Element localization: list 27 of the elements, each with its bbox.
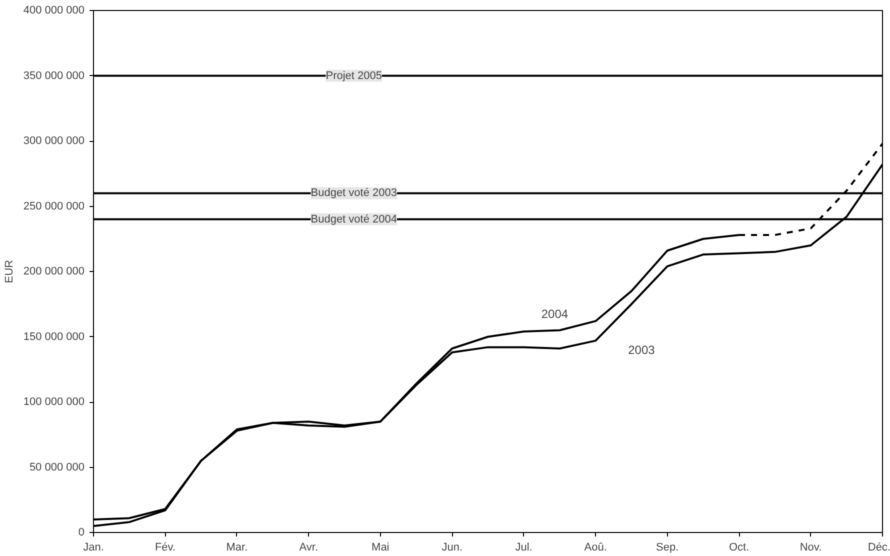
y-tick-label: 100 000 000 xyxy=(23,396,84,408)
y-axis-title: EUR xyxy=(3,260,16,284)
y-tick-label: 250 000 000 xyxy=(23,200,84,212)
x-tick-label: Mar. xyxy=(226,542,248,554)
y-tick-label: 50 000 000 xyxy=(29,461,85,474)
x-tick-label: Jun. xyxy=(442,542,463,554)
y-tick-label: 200 000 000 xyxy=(23,266,84,278)
x-tick-label: Nov. xyxy=(800,542,822,554)
ref-line-label: Budget voté 2003 xyxy=(310,187,397,200)
x-tick-label: Avr. xyxy=(299,542,318,554)
series-label: 2004 xyxy=(541,307,568,322)
y-tick-label: 0 xyxy=(78,526,85,538)
y-tick-label: 150 000 000 xyxy=(23,330,84,343)
ref-line-label: Budget voté 2004 xyxy=(310,213,397,226)
ref-line-label: Projet 2005 xyxy=(326,70,382,82)
y-tick-label: 300 000 000 xyxy=(23,135,84,147)
x-tick-label: Mai xyxy=(372,542,390,554)
x-tick-label: Jul. xyxy=(515,542,532,554)
x-tick-label: Oct. xyxy=(728,542,750,554)
x-tick-label: Aoû. xyxy=(584,542,607,554)
text: 2003 xyxy=(628,343,656,358)
x-tick-label: Déc. xyxy=(868,542,890,554)
y-tick-label: 400 000 000 xyxy=(23,4,84,16)
x-tick-label: Fév. xyxy=(154,542,176,554)
x-tick-label: Jan. xyxy=(83,542,104,554)
x-tick-label: Sep. xyxy=(656,542,679,554)
y-tick-label: 350 000 000 xyxy=(23,70,84,82)
